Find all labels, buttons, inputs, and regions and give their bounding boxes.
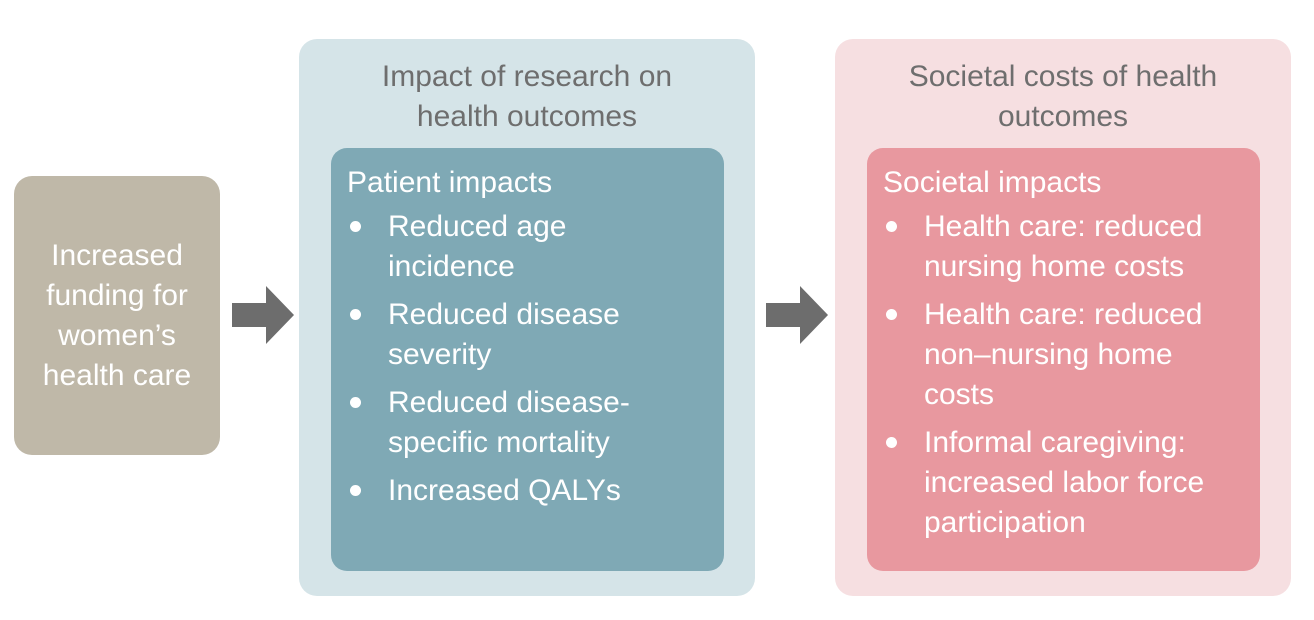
list-item-text: Increased QALYs <box>388 474 621 507</box>
list-item-text: Health care: reduced nursing home costs <box>924 210 1203 283</box>
patient-impacts-heading: Patient impacts <box>347 166 553 199</box>
list-item-text: Reduced age incidence <box>388 210 567 283</box>
list-item: Reduced disease- specific mortality <box>347 383 708 463</box>
list-item: Reduced disease severity <box>347 295 708 375</box>
societal-impacts-list: Health care: reduced nursing home costs … <box>883 207 1244 543</box>
list-item-text: Reduced disease severity <box>388 298 620 371</box>
bullet-dot-icon <box>350 221 361 232</box>
bullet-dot-icon <box>350 485 361 496</box>
list-item-text: Health care: reduced non–nursing home co… <box>924 298 1203 411</box>
societal-impacts-box: Societal impacts Health care: reduced nu… <box>867 148 1260 571</box>
list-item-text: Informal caregiving: increased labor for… <box>924 426 1205 539</box>
research-impact-panel: Impact of research on health outcomes Pa… <box>299 39 755 596</box>
funding-label: Increased funding for women’s health car… <box>42 238 192 392</box>
list-item: Reduced age incidence <box>347 207 708 287</box>
bullet-dot-icon <box>350 397 361 408</box>
patient-impacts-box: Patient impacts Reduced age incidence Re… <box>331 148 724 571</box>
list-item: Health care: reduced nursing home costs <box>883 207 1244 287</box>
bullet-dot-icon <box>886 437 897 448</box>
societal-panel-title: Societal costs of health outcomes <box>908 60 1218 133</box>
research-panel-title: Impact of research on health outcomes <box>381 60 673 133</box>
right-arrow-icon <box>766 286 828 344</box>
right-arrow-icon <box>232 286 294 344</box>
list-item: Health care: reduced non–nursing home co… <box>883 295 1244 415</box>
list-item-text: Reduced disease- specific mortality <box>388 386 630 459</box>
list-item: Increased QALYs <box>347 471 708 511</box>
patient-impacts-list: Reduced age incidence Reduced disease se… <box>347 207 708 511</box>
list-item: Informal caregiving: increased labor for… <box>883 423 1244 543</box>
societal-impacts-heading: Societal impacts <box>883 166 1102 199</box>
societal-costs-panel: Societal costs of health outcomes Societ… <box>835 39 1291 596</box>
funding-box: Increased funding for women’s health car… <box>14 176 220 455</box>
bullet-dot-icon <box>886 221 897 232</box>
bullet-dot-icon <box>350 309 361 320</box>
bullet-dot-icon <box>886 309 897 320</box>
